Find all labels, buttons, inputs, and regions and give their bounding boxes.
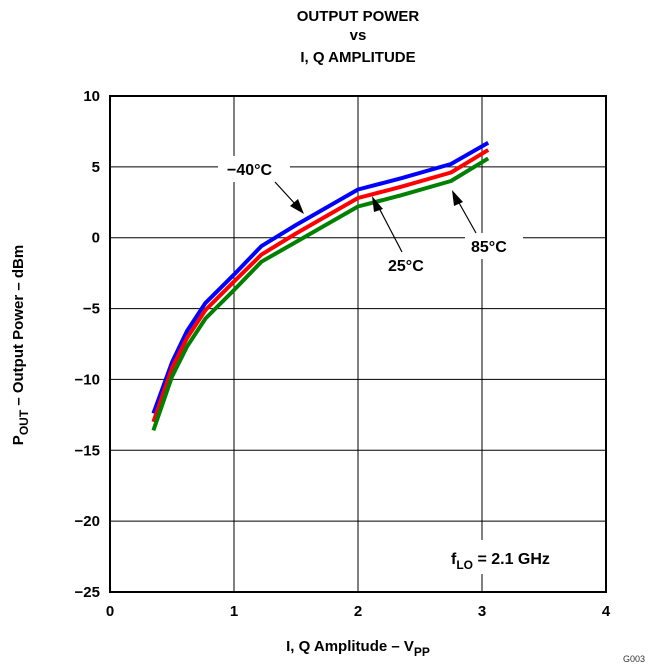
plot-frame xyxy=(109,95,607,593)
x-axis-label-main: I, Q Amplitude – V xyxy=(286,638,414,655)
annotation-minus40-label: −40°C xyxy=(227,162,273,179)
annotation-85c-bg xyxy=(465,233,523,259)
series-line-2 xyxy=(151,156,490,432)
y-tick-label: −25 xyxy=(75,584,100,601)
series-line-0 xyxy=(151,141,490,415)
flo-note-text: fLO = 2.1 GHz xyxy=(451,551,550,572)
series-group xyxy=(151,141,490,432)
series-line-1 xyxy=(151,148,490,423)
annotation-minus40: −40°C xyxy=(218,156,304,214)
y-tick-label: 0 xyxy=(92,230,100,247)
x-axis-label: I, Q Amplitude – VPP xyxy=(286,638,430,659)
annotation-85c: 85°C xyxy=(452,190,523,259)
y-tick-label: −15 xyxy=(75,442,100,459)
x-tick-labels: 0 1 2 3 4 xyxy=(106,603,611,620)
y-axis-label-p: P xyxy=(10,435,27,445)
y-axis-label-sub: OUT xyxy=(17,409,31,435)
annotation-25c-bg xyxy=(384,252,442,278)
chart-title-line-2: vs xyxy=(350,27,367,44)
annotation-minus40-bg xyxy=(218,156,290,182)
x-tick-label: 3 xyxy=(478,603,486,620)
annotation-25c-arrowhead xyxy=(372,196,383,212)
x-tick-label: 4 xyxy=(602,603,611,620)
y-axis-label: POUT – Output Power – dBm xyxy=(10,245,31,445)
chart-title-line-3: I, Q AMPLITUDE xyxy=(300,49,415,66)
y-tick-labels: 10 5 0 −5 −10 −15 −20 −25 xyxy=(75,88,100,601)
chart-title-line-1: OUTPUT POWER xyxy=(297,8,420,25)
corner-code: G003 xyxy=(623,654,645,664)
annotation-25c: 25°C xyxy=(372,196,442,278)
x-tick-label: 2 xyxy=(354,603,362,620)
annotation-85c-arrowhead xyxy=(452,190,463,206)
y-tick-label: −5 xyxy=(83,301,100,318)
annotation-25c-label: 25°C xyxy=(388,258,424,275)
y-tick-label: 10 xyxy=(83,88,100,105)
annotation-25c-leader xyxy=(377,205,403,253)
x-tick-label: 1 xyxy=(230,603,238,620)
annotation-minus40-arrowhead xyxy=(290,199,304,214)
flo-note: fLO = 2.1 GHz xyxy=(445,540,595,574)
y-tick-label: 5 xyxy=(92,159,100,176)
annotation-85c-label: 85°C xyxy=(471,239,507,256)
annotation-minus40-leader xyxy=(274,181,297,206)
y-tick-label: −20 xyxy=(75,513,100,530)
y-axis-label-rest: – Output Power – dBm xyxy=(10,245,27,410)
flo-note-sub: LO xyxy=(456,558,473,572)
flo-note-f: f xyxy=(451,551,457,568)
annotation-85c-leader xyxy=(457,200,477,234)
y-tick-label: −10 xyxy=(75,371,100,388)
flo-note-bg xyxy=(445,540,595,574)
x-tick-label: 0 xyxy=(106,603,114,620)
x-axis-label-sub: PP xyxy=(414,645,430,659)
flo-note-rest: = 2.1 GHz xyxy=(473,551,550,568)
